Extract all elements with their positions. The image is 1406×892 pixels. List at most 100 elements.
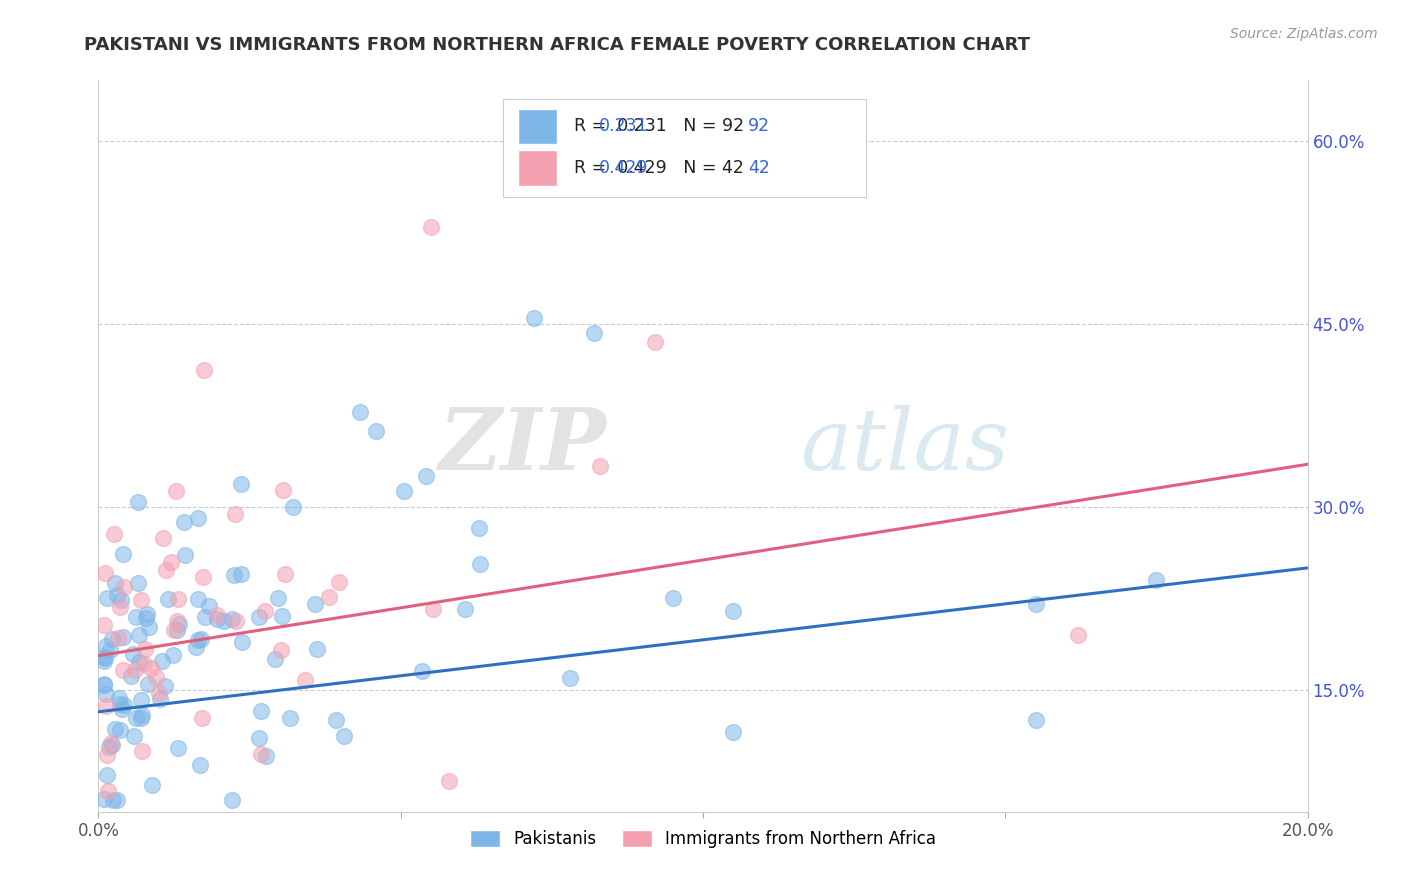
Point: [205, 607, 228, 622]
Point: [124, 664, 146, 678]
Point: [149, 691, 172, 706]
Point: [254, 748, 277, 763]
Point: [127, 576, 149, 591]
Text: ZIP: ZIP: [439, 404, 606, 488]
Point: [145, 670, 167, 684]
Point: [392, 484, 415, 499]
Text: 0.429: 0.429: [599, 159, 648, 177]
Bar: [517, 109, 557, 144]
Point: [111, 547, 134, 561]
Point: [661, 591, 683, 606]
Point: [120, 669, 142, 683]
Point: [307, 642, 329, 657]
Text: 92: 92: [748, 118, 770, 136]
Point: [193, 363, 215, 377]
Point: [135, 607, 157, 621]
Point: [193, 570, 215, 584]
Point: [1024, 598, 1046, 612]
Point: [304, 597, 326, 611]
Point: [173, 548, 195, 562]
Point: [190, 632, 212, 646]
Point: [134, 657, 156, 671]
Point: [97, 784, 120, 798]
Point: [411, 664, 433, 678]
Point: [267, 591, 290, 606]
Point: [254, 604, 277, 618]
Point: [166, 614, 188, 628]
Point: [349, 405, 371, 419]
Point: [1144, 573, 1167, 587]
Point: [129, 593, 152, 607]
Point: [96, 591, 118, 605]
Point: [124, 729, 146, 743]
Point: [280, 711, 302, 725]
Point: [104, 722, 127, 736]
Point: [148, 686, 170, 700]
Point: [153, 680, 176, 694]
Point: [93, 678, 115, 692]
Point: [274, 567, 297, 582]
Point: [105, 588, 128, 602]
Text: 42: 42: [748, 159, 769, 177]
Point: [194, 610, 217, 624]
Point: [420, 219, 443, 234]
Point: [169, 616, 191, 631]
Bar: [517, 151, 557, 186]
Point: [224, 568, 246, 582]
Point: [162, 623, 184, 637]
Legend: Pakistanis, Immigrants from Northern Africa: Pakistanis, Immigrants from Northern Afr…: [464, 823, 942, 855]
Point: [96, 768, 118, 782]
Point: [589, 458, 612, 473]
Point: [187, 632, 209, 647]
Point: [364, 425, 387, 439]
Point: [125, 711, 148, 725]
Point: [131, 707, 153, 722]
Point: [125, 610, 148, 624]
Point: [187, 510, 209, 524]
Point: [160, 555, 183, 569]
Point: [184, 640, 207, 655]
Point: [127, 495, 149, 509]
Point: [422, 602, 444, 616]
Point: [229, 567, 252, 582]
Point: [454, 602, 477, 616]
Point: [110, 697, 132, 711]
Point: [97, 739, 120, 754]
Point: [110, 593, 132, 607]
Point: [110, 600, 132, 615]
Point: [139, 661, 162, 675]
Point: [96, 747, 118, 762]
Point: [93, 618, 115, 632]
Point: [263, 652, 285, 666]
Point: [1024, 714, 1046, 728]
Point: [129, 711, 152, 725]
Point: [94, 687, 117, 701]
Point: [93, 654, 115, 668]
Point: [198, 599, 221, 613]
Point: [94, 651, 117, 665]
Point: [221, 792, 243, 806]
Point: [110, 723, 132, 737]
Point: [467, 521, 489, 535]
Point: [155, 564, 177, 578]
Point: [250, 747, 273, 761]
Point: [128, 627, 150, 641]
Point: [94, 566, 117, 580]
Point: [166, 623, 188, 637]
Point: [221, 612, 243, 626]
Point: [212, 614, 235, 628]
Point: [415, 468, 437, 483]
Point: [325, 713, 347, 727]
Point: [104, 576, 127, 591]
Text: 0.231: 0.231: [599, 118, 648, 136]
Point: [187, 591, 209, 606]
Point: [93, 650, 115, 665]
Point: [111, 631, 134, 645]
Point: [165, 483, 187, 498]
Point: [135, 611, 157, 625]
Point: [128, 655, 150, 669]
Point: [188, 757, 211, 772]
Point: [225, 614, 247, 628]
Point: [1067, 628, 1090, 642]
Point: [294, 673, 316, 687]
